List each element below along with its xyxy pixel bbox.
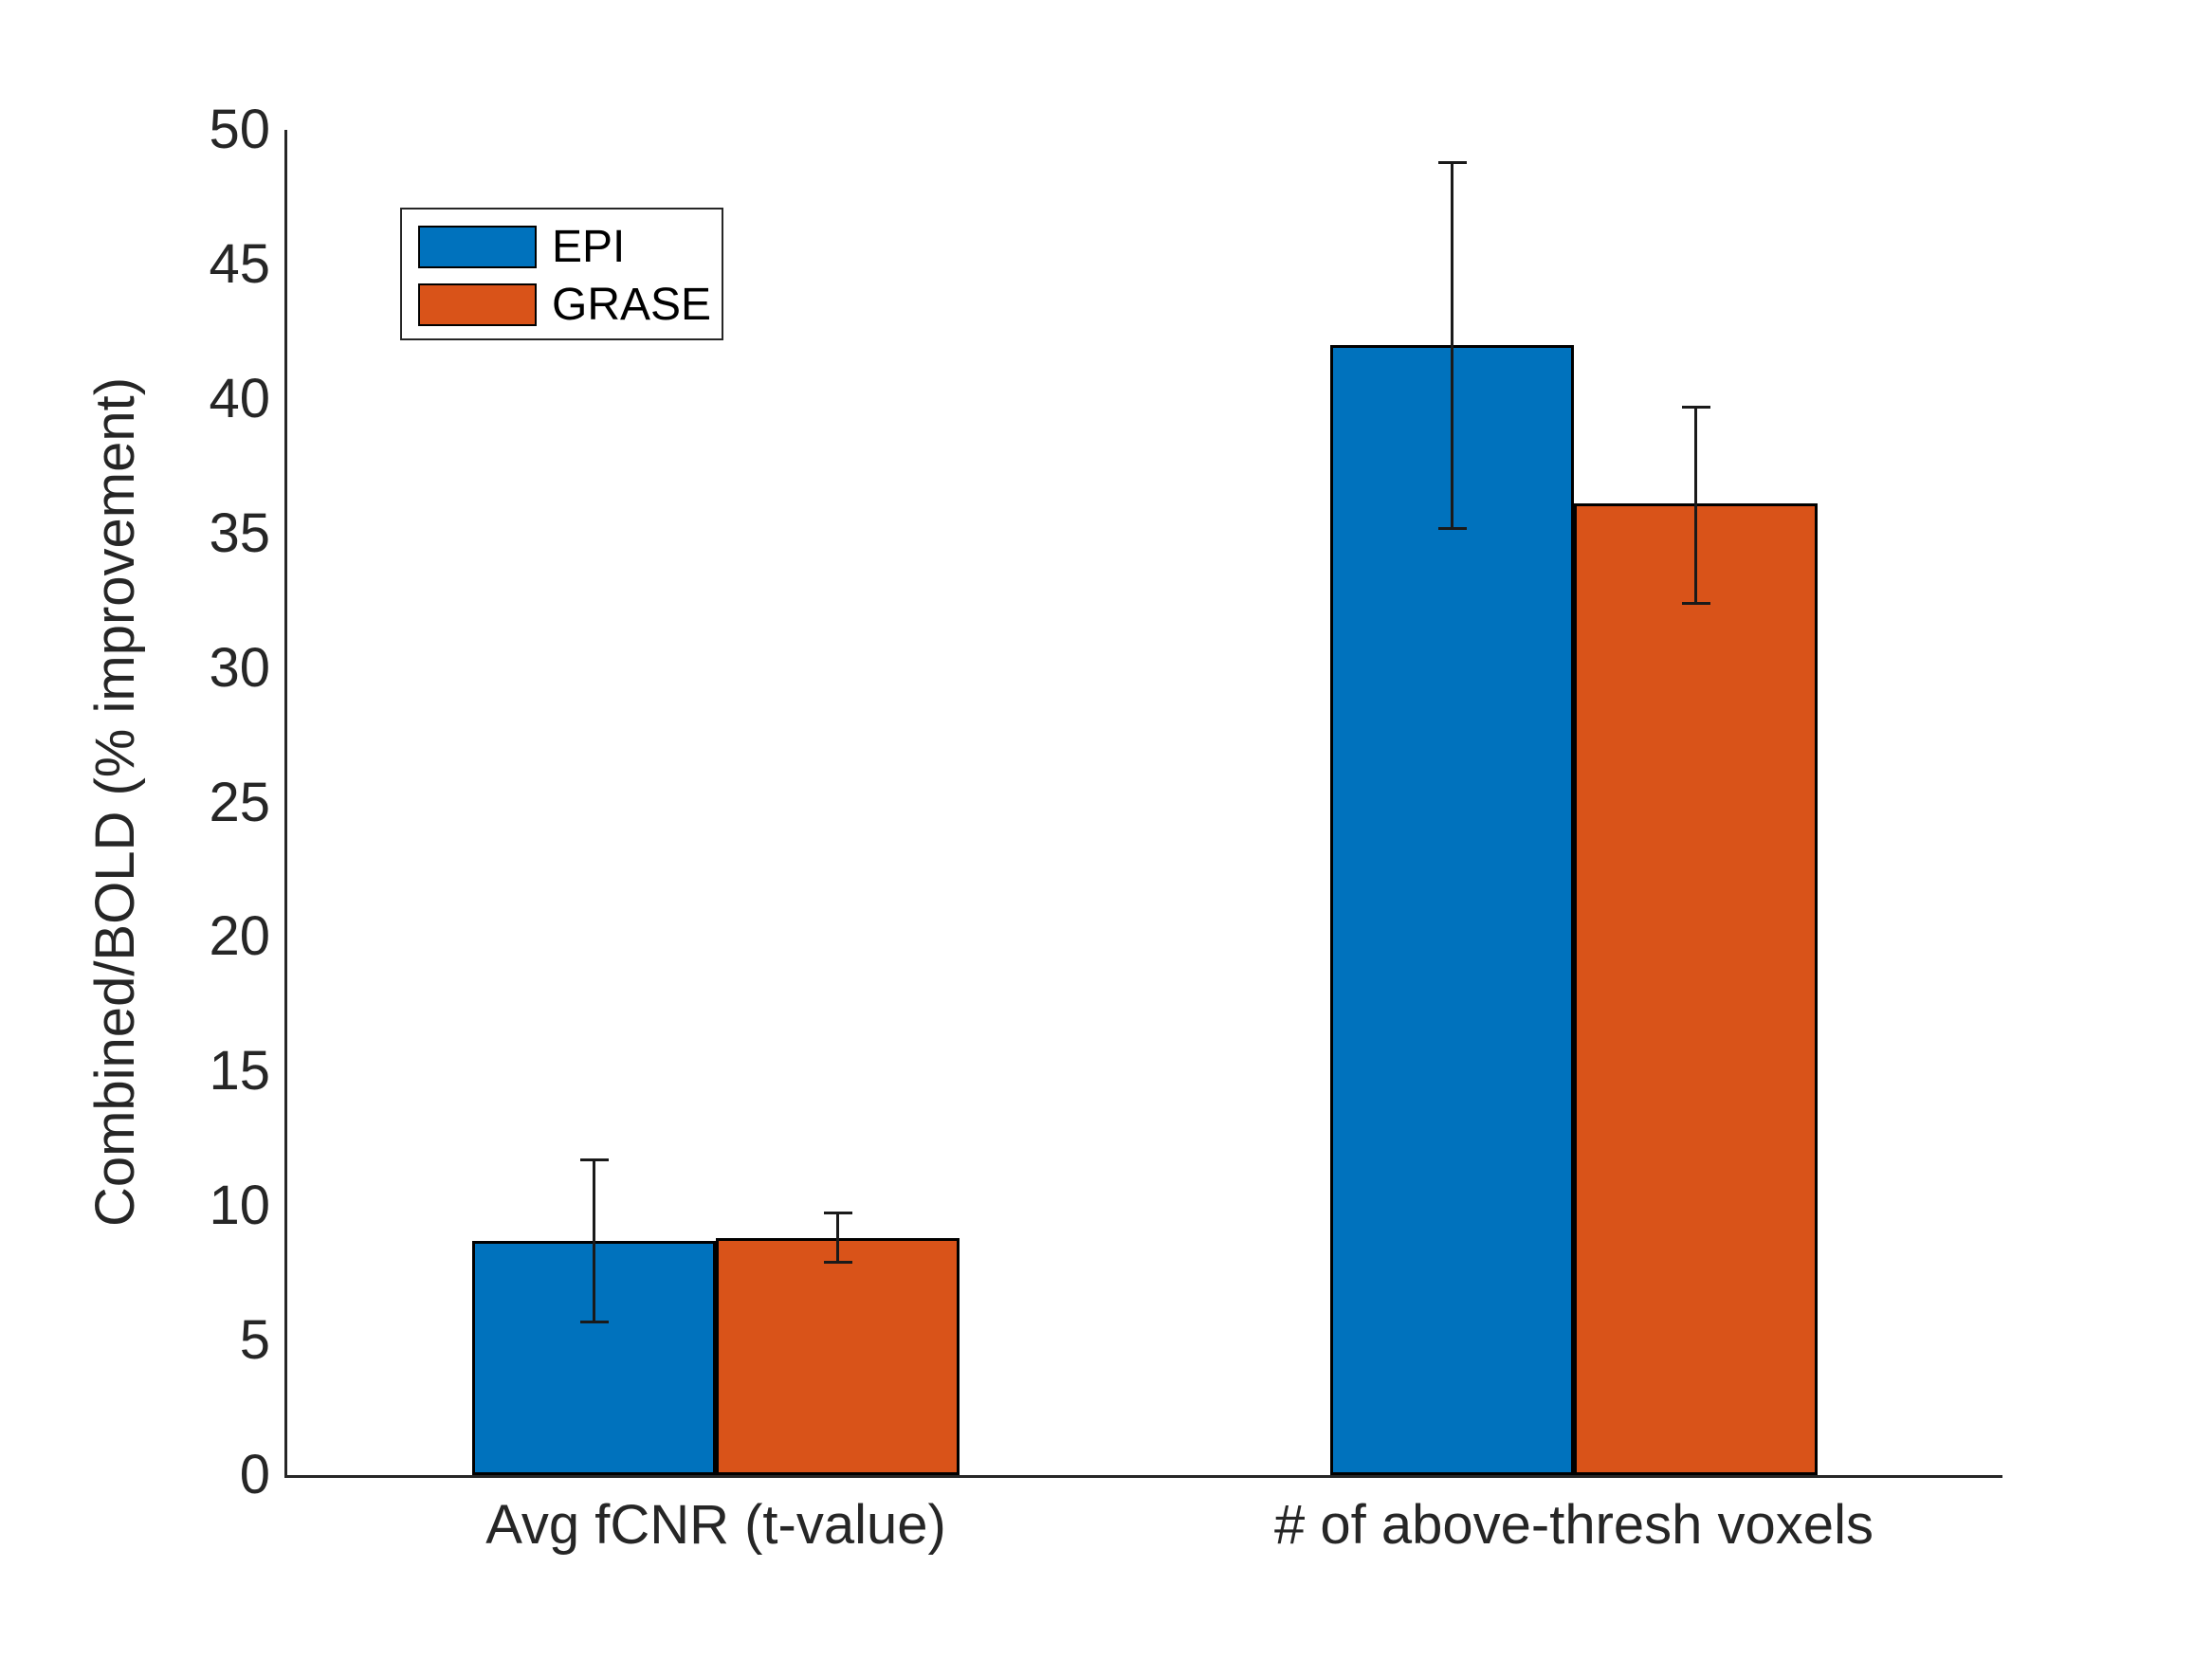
error-bar-grase-0-cap-bottom	[823, 1261, 852, 1265]
legend-label-grase: GRASE	[552, 279, 712, 330]
error-bar-epi-0-cap-top	[579, 1158, 609, 1162]
error-bar-epi-1-cap-top	[1437, 160, 1467, 164]
x-tick-label-0: Avg fCNR (t-value)	[485, 1494, 946, 1556]
y-tick-label-35: 35	[209, 501, 270, 564]
y-tick-label-5: 5	[239, 1309, 270, 1372]
y-tick-label-25: 25	[209, 771, 270, 833]
y-tick-label-15: 15	[209, 1040, 270, 1103]
legend-swatch-grase	[418, 283, 537, 326]
error-bar-epi-0-cap-bottom	[579, 1320, 609, 1323]
bar-grase-0	[716, 1238, 960, 1475]
bar-grase-1	[1574, 503, 1818, 1475]
error-bar-epi-0-line	[593, 1159, 595, 1322]
error-bar-grase-1-cap-top	[1681, 405, 1710, 409]
error-bar-grase-1-line	[1694, 407, 1697, 604]
error-bar-grase-1-cap-bottom	[1681, 601, 1710, 605]
error-bar-grase-0-cap-top	[823, 1211, 852, 1214]
legend: EPI GRASE	[400, 208, 723, 340]
x-axis	[284, 1475, 2002, 1478]
legend-swatch-epi	[418, 226, 537, 268]
error-bar-epi-1-line	[1451, 162, 1453, 528]
y-tick-label-10: 10	[209, 1175, 270, 1237]
y-tick-label-20: 20	[209, 905, 270, 968]
legend-label-epi: EPI	[552, 221, 626, 272]
error-bar-grase-0-line	[836, 1212, 839, 1263]
x-tick-label-1: # of above-thresh voxels	[1274, 1494, 1874, 1556]
y-tick-label-0: 0	[239, 1444, 270, 1505]
y-axis	[284, 130, 287, 1478]
y-axis-label: Combined/BOLD (% improvement)	[84, 376, 146, 1228]
y-tick-label-50: 50	[209, 99, 270, 160]
error-bar-epi-1-cap-bottom	[1437, 526, 1467, 530]
y-tick-label-30: 30	[209, 636, 270, 699]
y-tick-label-40: 40	[209, 367, 270, 429]
bar-epi-1	[1330, 345, 1574, 1475]
y-tick-label-45: 45	[209, 232, 270, 295]
